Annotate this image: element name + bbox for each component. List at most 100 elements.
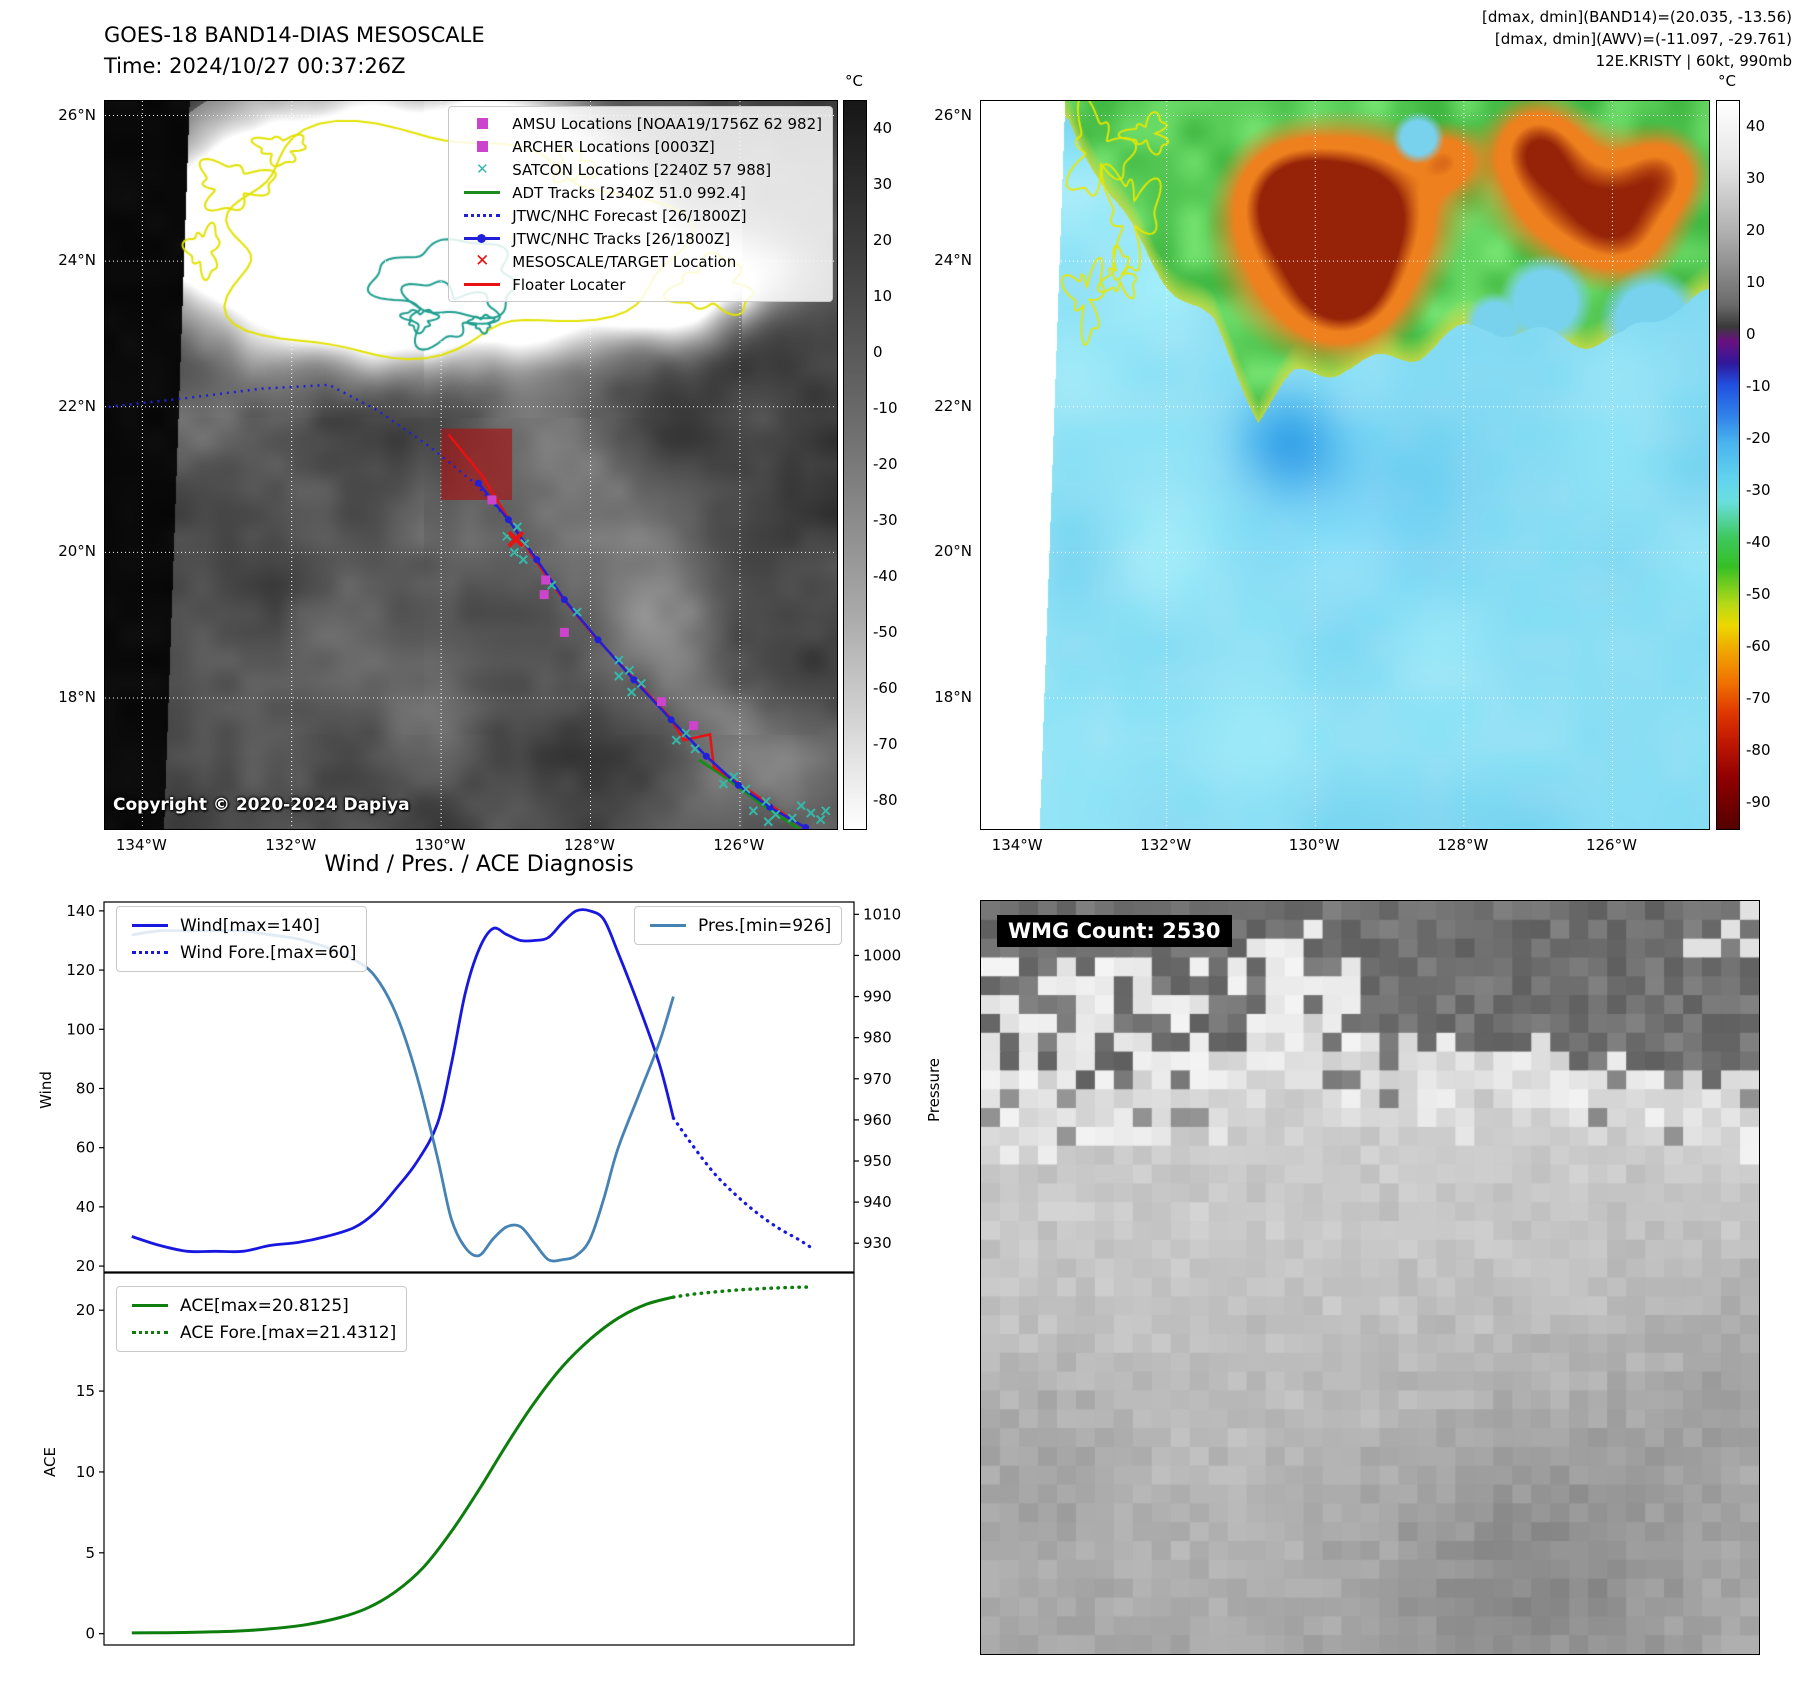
x-marker-sample: ✕ [475, 160, 489, 178]
lat-tick-label: 22°N [58, 396, 96, 415]
satcon-marker [690, 744, 700, 754]
satcon-marker [546, 580, 557, 590]
pressure-axis-label: Pressure [925, 1057, 943, 1123]
colorbar-tick-label: -80 [873, 791, 898, 809]
enhanced-ir-colorbar [1716, 100, 1740, 830]
satcon-marker [681, 728, 691, 738]
enhanced-ir-colorbar-unit: °C [1718, 72, 1736, 90]
copyright-text: Copyright © 2020-2024 Dapiya [113, 795, 410, 815]
axis-tick-label: 20 [76, 1257, 95, 1275]
ace-chart: 0 5 10 15 20 [76, 1272, 855, 1646]
satcon-marker [636, 678, 647, 689]
svg-path [108, 383, 510, 521]
satcon-marker [718, 779, 729, 789]
panel2-header: [dmax, dmin](BAND14)=(20.035, -13.56) [d… [1100, 6, 1792, 72]
satcon-marker [821, 806, 831, 816]
lat-tick-label: 26°N [934, 105, 972, 124]
wind-legend: Wind[max=140] Wind Fore.[max=60] [116, 906, 368, 972]
series-wind [131, 908, 675, 1254]
axis-tick-label: 10 [76, 1463, 95, 1481]
legend-item: ARCHER Locations [0003Z] [459, 135, 822, 158]
legend-label: Wind[max=140] [180, 915, 320, 936]
axis-tick-label: 20 [76, 1301, 95, 1319]
legend-label: AMSU Locations [NOAA19/1756Z 62 982] [512, 114, 822, 133]
jtwc-track-point [766, 803, 774, 811]
amsu-marker [689, 721, 699, 731]
satcon-marker [614, 671, 624, 681]
satcon-marker [614, 655, 624, 665]
colorbar-tick-label: 10 [873, 287, 893, 305]
colorbar-tick-label: -20 [1746, 429, 1771, 447]
satcon-marker [796, 800, 806, 811]
jtwc-track-point [734, 781, 742, 789]
lat-tick-label: 26°N [58, 105, 96, 124]
axis-tick-label: 960 [863, 1111, 892, 1129]
satcon-marker [763, 817, 773, 827]
legend-item: Wind[max=140] [127, 912, 356, 939]
legend-item: Wind Fore.[max=60] [127, 939, 356, 966]
enhanced-ir-map-overlay [981, 101, 1709, 829]
enhanced-ir-map-panel [980, 100, 1710, 830]
legend-label: Floater Locater [512, 275, 626, 294]
legend-label: ARCHER Locations [0003Z] [512, 137, 715, 156]
svg-path [477, 482, 807, 829]
amsu-marker [487, 495, 497, 505]
legend-item: ✕ SATCON Locations [2240Z 57 988] [459, 158, 822, 181]
satcon-marker [509, 547, 520, 558]
enhanced-ir-image [981, 101, 1709, 829]
axis-tick-label: 120 [66, 961, 95, 979]
colorbar-tick-label: -60 [873, 679, 898, 697]
legend-item: Floater Locater [459, 273, 822, 296]
axis-tick-label: 1010 [863, 905, 901, 923]
lon-tick-label: 132°W [265, 836, 317, 854]
legend-item: ADT Tracks [2340Z 51.0 992.4] [459, 181, 822, 204]
line-marker-sample [459, 283, 505, 286]
legend-item: AMSU Locations [NOAA19/1756Z 62 982] [459, 112, 822, 135]
colorbar-tick-label: 40 [873, 119, 893, 137]
colorbar-tick-label: -10 [873, 399, 898, 417]
lat-tick-label: 22°N [934, 396, 972, 415]
colorbar-tick-label: 40 [1746, 117, 1766, 135]
jtwc-track-point [667, 716, 675, 724]
amsu-marker [541, 575, 551, 585]
legend-label: JTWC/NHC Tracks [26/1800Z] [512, 229, 731, 248]
legend-label: ADT Tracks [2340Z 51.0 992.4] [512, 183, 746, 202]
colorbar-tick-label: -70 [873, 735, 898, 753]
jtwc-track-point [504, 516, 512, 524]
line-marker-marker-sample [459, 234, 505, 243]
legend-item: JTWC/NHC Tracks [26/1800Z] [459, 227, 822, 250]
colorbar-tick-label: 30 [1746, 169, 1766, 187]
line-sample [127, 1304, 173, 1307]
jtwc-track-point [630, 676, 638, 684]
square-marker-sample [459, 118, 505, 129]
colorbar-tick-label: -60 [1746, 637, 1771, 655]
axis-tick-label: 0 [85, 1625, 95, 1643]
legend-label: Pres.[min=926] [698, 915, 832, 936]
axis-tick-label: 60 [76, 1139, 95, 1157]
colorbar-tick-label: 20 [1746, 221, 1766, 239]
lon-tick-label: 128°W [1437, 836, 1489, 854]
lat-tick-label: 24°N [58, 251, 96, 270]
wmg-pixel-image [981, 901, 1759, 1654]
panel1-subtitle: Time: 2024/10/27 00:37:26Z [104, 54, 406, 78]
storm-id-intensity: 12E.KRISTY | 60kt, 990mb [1595, 52, 1792, 70]
axis-tick-label: 980 [863, 1029, 892, 1047]
satcon-marker [626, 687, 637, 697]
axis-tick-label: 990 [863, 988, 892, 1006]
ace-legend: ACE[max=20.8125] ACE Fore.[max=21.4312] [116, 1286, 408, 1352]
series-pres- [131, 929, 675, 1263]
axis-tick-label: 940 [863, 1193, 892, 1211]
axis-tick-label: 930 [863, 1234, 892, 1252]
axis-tick-label: 1000 [863, 946, 901, 964]
ace-axis-label: ACE [41, 1447, 59, 1477]
satcon-marker [624, 665, 635, 676]
track-legend: AMSU Locations [NOAA19/1756Z 62 982] ARCH… [448, 106, 833, 302]
axis-tick-label: 40 [76, 1198, 95, 1216]
satcon-marker [771, 809, 781, 820]
dotted-line-sample [127, 1331, 173, 1334]
dmax-dmin-band14: [dmax, dmin](BAND14)=(20.035, -13.56) [1481, 8, 1792, 26]
lon-tick-label: 126°W [1585, 836, 1637, 854]
colorbar-tick-label: -70 [1746, 689, 1771, 707]
legend-item: ACE Fore.[max=21.4312] [127, 1319, 396, 1346]
axis-tick-label: 5 [85, 1544, 95, 1562]
